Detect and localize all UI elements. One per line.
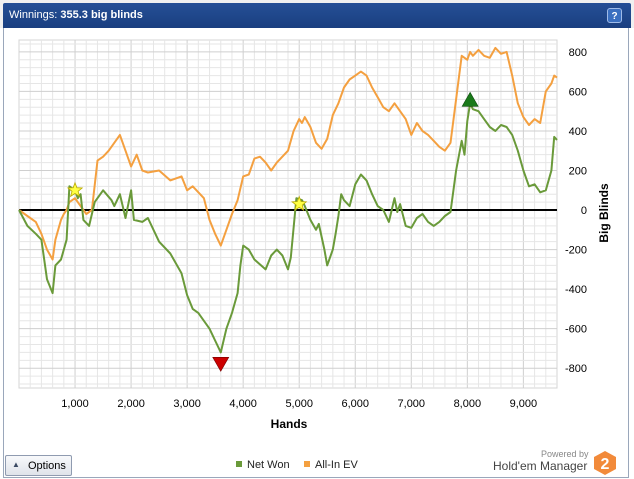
x-tick-label: 7,000 — [398, 398, 426, 410]
chart-markers — [66, 91, 479, 372]
high-point-triangle-icon — [461, 91, 479, 107]
legend-net-won-label: Net Won — [247, 459, 290, 471]
holdem-manager-name: Hold'em Manager — [493, 459, 588, 473]
x-tick-label: 1,000 — [61, 398, 89, 410]
chevron-up-icon: ▲ — [12, 460, 20, 469]
x-tick-label: 6,000 — [341, 398, 369, 410]
x-axis-ticks: 1,000 2,000 3,000 4,000 5,000 6,000 7,000 8,000… — [61, 398, 537, 410]
series-line-all-in-ev — [18, 46, 558, 261]
x-tick-label: 8,000 — [454, 398, 482, 410]
legend-all-in-ev-label: All-In EV — [315, 459, 358, 471]
y-tick-label: 400 — [569, 126, 587, 138]
title-bar-panel: Winnings: 355.3 big blinds ? — [3, 3, 631, 28]
logo-digit: 2 — [601, 456, 610, 473]
y-tick-label: 800 — [569, 47, 587, 59]
star-marker-icon — [291, 195, 308, 212]
x-tick-label: 5,000 — [285, 398, 313, 410]
winnings-title-label: Winnings: — [9, 9, 58, 21]
x-tick-label: 3,000 — [173, 398, 201, 410]
window-title-bar: Winnings: 355.3 big blinds ? — [0, 0, 634, 28]
x-axis-label: Hands — [271, 417, 308, 431]
winnings-title: Winnings: 355.3 big blinds — [9, 9, 143, 21]
winnings-title-value: 355.3 big blinds — [60, 9, 143, 21]
star-marker-icon — [66, 181, 84, 198]
y-tick-label: 600 — [569, 86, 587, 98]
low-point-triangle-icon — [212, 356, 230, 372]
y-axis-ticks: 800 600 400 200 0 -200 -400 -600 -800 — [565, 47, 587, 375]
x-tick-label: 2,000 — [117, 398, 145, 410]
holdem-manager-logo-icon: 2 — [594, 451, 616, 475]
y-tick-label: 200 — [569, 166, 587, 178]
all-in-ev-swatch — [304, 461, 310, 467]
options-button[interactable]: ▲ Options — [5, 455, 72, 476]
y-axis-label: Big Blinds — [597, 183, 611, 243]
powered-by-text: Powered by — [541, 449, 589, 459]
y-tick-label: -600 — [565, 324, 587, 336]
y-tick-label: -200 — [565, 245, 587, 257]
legend-net-won[interactable]: Net Won — [236, 459, 290, 471]
y-tick-label: -800 — [565, 363, 587, 375]
legend-all-in-ev[interactable]: All-In EV — [304, 459, 358, 471]
y-tick-label: 0 — [581, 205, 587, 217]
chart-grid — [18, 39, 558, 389]
y-tick-label: -400 — [565, 284, 587, 296]
x-tick-label: 4,000 — [229, 398, 257, 410]
options-label: Options — [28, 460, 66, 472]
x-tick-label: 9,000 — [510, 398, 538, 410]
net-won-swatch — [236, 461, 242, 467]
help-button[interactable]: ? — [607, 8, 622, 23]
